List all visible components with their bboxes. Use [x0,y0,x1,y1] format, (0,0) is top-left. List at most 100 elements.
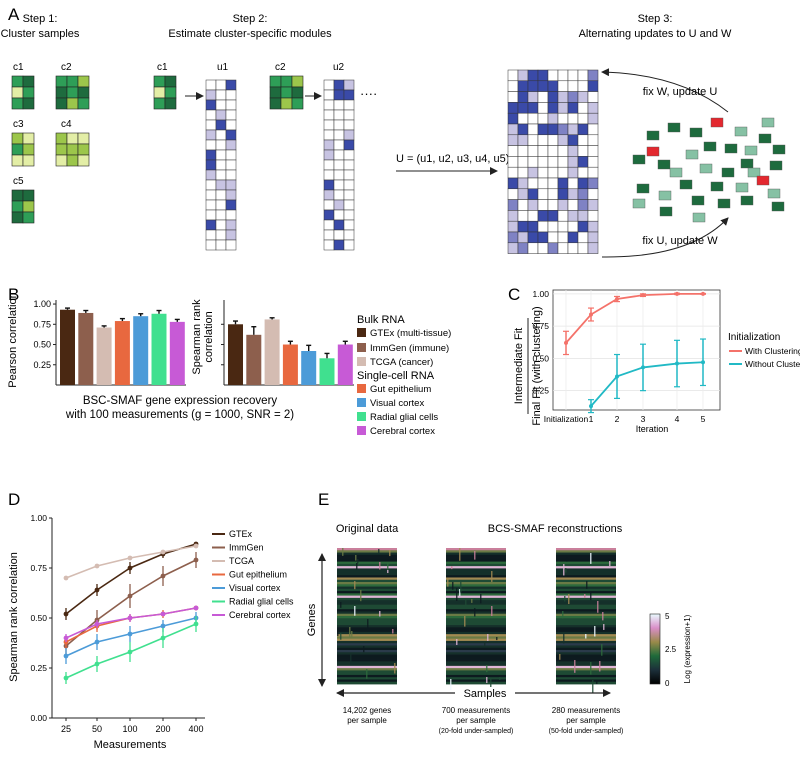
panel-a: A Step 1: Cluster samples Step 2: Estima… [1,5,786,258]
e-heatmap-row [556,622,616,626]
c-point [675,361,679,366]
c-ylabel-denominator: Final Fit (with clustering) [531,306,543,425]
cluster-c4-grid [55,132,90,167]
u-matrix-cell [537,220,549,233]
e-heatmap-row [556,609,616,612]
e-heatmap-streak [602,612,604,621]
c-xlabel: Iteration [636,424,669,434]
w-matrix-cell [772,144,786,155]
e-heatmap-row [556,591,616,594]
module-cell [205,199,217,211]
e-heatmap-row [337,563,397,567]
u-matrix-cell [567,134,579,146]
e-heatmap-row [446,638,506,642]
d-y-tick-label: 0.00 [30,713,47,723]
grid-cell [280,75,293,88]
u-matrix-cell [547,80,559,92]
e-heatmap-streak [379,562,381,570]
u-matrix-cell [537,166,549,179]
module-cell [323,199,335,211]
d-legend-label: Visual cortex [229,583,281,593]
module-cell [333,219,345,231]
u-matrix-cell [517,102,529,114]
step2-title-line1: Step 2: [233,13,268,25]
module-cell [323,219,335,231]
e-heatmap-row [337,548,397,551]
c-point [641,365,645,370]
e-heatmap-row [337,631,397,635]
w-matrix-cell [632,154,646,165]
e-caption3-line2: per sample [566,716,606,725]
module-u2-label: u2 [333,62,345,73]
u-matrix-cell [507,166,519,179]
u-matrix-cell [527,166,539,179]
e-heatmap-row [556,625,616,628]
e-heatmap-row [446,552,506,556]
e-heatmap-row [446,679,506,683]
c-legend: With Clustering Without Clustering [729,346,800,369]
e-heatmap-row [556,550,616,553]
e-heatmap-row [337,593,397,596]
e-heatmap-streak [363,646,365,653]
module-cell [215,119,227,131]
e-heatmap-row [446,577,506,581]
u-matrix-cell [547,91,559,103]
u-matrix-cell [517,220,529,233]
e-heatmap-row [337,568,397,572]
e-heatmap-row [556,616,616,619]
u-matrix-cell [537,145,549,157]
u-matrix-cell [527,231,539,244]
u-matrix-cell [557,156,569,168]
u-matrix-cell [537,80,549,92]
u-matrix-cell [557,166,569,179]
c-y-tick-label: 0.75 [532,321,549,331]
grid-cell [55,86,68,99]
module-cell [323,139,335,151]
e-heatmap-streak [394,663,396,674]
e-heatmap-row [337,595,397,599]
u-matrix-cell [537,177,549,190]
e-heatmap-streak [367,619,369,632]
d-point [63,575,69,581]
module-cell [205,109,217,121]
b-caption-line1: BSC-SMAF gene expression recovery [83,395,278,407]
e-heatmap-row [556,575,616,578]
c-x-tick-label: 4 [675,414,680,424]
c-point [589,404,593,409]
e-heatmap-streak [465,600,467,606]
u-matrix-cell [527,123,539,136]
w-matrix-cell [758,133,772,144]
module-cell [323,229,335,241]
bar-cerebral-cortex [169,321,185,385]
e-heatmap-row [446,602,506,606]
d-point [160,549,166,555]
module-cell [333,109,345,121]
e-heatmap-row [337,557,397,560]
e-heatmap-row [446,568,506,572]
e-heatmap-row [556,659,616,662]
u-matrix-cell [527,177,539,190]
u-matrix-cell [577,220,589,233]
e-heatmap-row [446,616,506,619]
c-point [675,291,679,296]
e-heatmap-row [337,652,397,655]
e-heatmap-row [337,604,397,608]
u-matrix-cell [537,231,549,244]
c-y-tick-label: 0.50 [532,353,549,363]
u-matrix-cell [527,91,539,103]
d-point [127,615,133,621]
module-cell [343,79,355,91]
module-cell [205,129,217,141]
grid-cell [22,200,35,213]
cluster-c1-grid [11,75,35,110]
module-cell [215,179,227,191]
e-heatmap-streak [459,589,461,596]
u-matrix-cell [587,188,599,200]
b-legend-swatch [357,384,366,393]
y-tick-label: 1.00 [33,299,51,309]
u-matrix-cell [577,145,589,157]
grid-cell [164,97,177,110]
u-matrix-cell [557,188,569,200]
y-tick-label: 0.25 [33,360,51,370]
u-matrix-cell [527,102,539,114]
